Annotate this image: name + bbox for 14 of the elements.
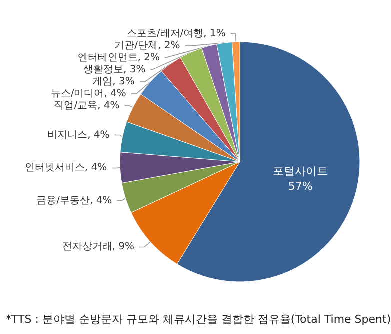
data-label: 57% bbox=[288, 180, 313, 194]
text: *TTS : 분야별 순방문자 규모와 체류시간을 결합한 점유율(Total Time Spent) bbox=[6, 313, 391, 326]
slice-label: 인터넷서비스, 4% bbox=[24, 162, 108, 174]
slice-label: 뉴스/미디어, 4% bbox=[50, 88, 126, 100]
slice-label: 스포츠/레저/여행, 1% bbox=[126, 28, 226, 40]
slice-label: 금융/부동산, 4% bbox=[36, 195, 112, 206]
slice-label: 포털사이트 bbox=[273, 165, 328, 178]
slice-label: 기관/단체, 2% bbox=[114, 40, 180, 52]
slice-label: 엔터테인먼트, 2% bbox=[78, 52, 160, 64]
slice-label: 게임, 3% bbox=[92, 76, 135, 88]
slice-label: 전자상거래, 9% bbox=[62, 242, 135, 253]
slice-label: 생활정보, 3% bbox=[84, 64, 146, 76]
slice-label: 직업/교육, 4% bbox=[54, 100, 120, 112]
slice-label: 비지니스, 4% bbox=[48, 130, 110, 141]
